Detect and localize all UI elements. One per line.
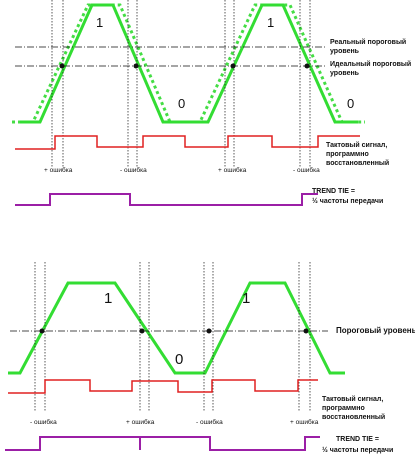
dot [39,328,45,334]
ideal-threshold-label: Идеальный пороговый уровень [330,60,411,77]
level-label: 0 [178,96,185,111]
error-label: - ошибка [120,166,147,174]
real-threshold-label: Реальный пороговый уровень [330,38,406,55]
tie-label: TREND TIE = ½ частоты передачи [322,436,393,454]
dot [133,63,139,69]
error-label: + ошибка [218,166,247,174]
level-label: 1 [267,15,274,30]
error-label: + ошибка [290,418,319,426]
clock-signal [15,135,360,150]
error-label: - ошибка [293,166,320,174]
dot [230,63,236,69]
level-label: 0 [347,96,354,111]
clock-label: Тактовый сигнал, программно восстановленны… [326,141,389,167]
vertical-guides [34,262,311,412]
level-label: 1 [104,290,112,307]
error-label: - ошибка [196,418,223,426]
error-label: + ошибка [126,418,155,426]
tie-signal [15,193,318,206]
top-diagram: 1 1 0 0 Реальный пороговый уровень Идеаль… [12,0,411,206]
clock-label: Тактовый сигнал, программно восстановленны… [322,395,385,421]
tie-label: TREND TIE = ½ частоты передачи [312,188,383,205]
ideal-signal [20,3,358,124]
crossing-markers [39,328,309,334]
error-label: + ошибка [44,166,73,174]
dot [139,328,145,334]
clock-signal [8,379,318,394]
level-label: 1 [242,290,250,307]
level-label: 1 [96,15,103,30]
dot [59,63,65,69]
bottom-diagram: 1 1 0 Пороговый уровень Тактовый сигнал,… [5,262,415,454]
signal [8,281,345,375]
level-label: 0 [175,351,183,368]
threshold-label: Пороговый уровень [336,326,415,335]
vertical-guides [51,0,311,168]
tie-signal [5,436,320,451]
dot [304,63,310,69]
dot [303,328,309,334]
dot [206,328,212,334]
error-label: - ошибка [30,418,57,426]
